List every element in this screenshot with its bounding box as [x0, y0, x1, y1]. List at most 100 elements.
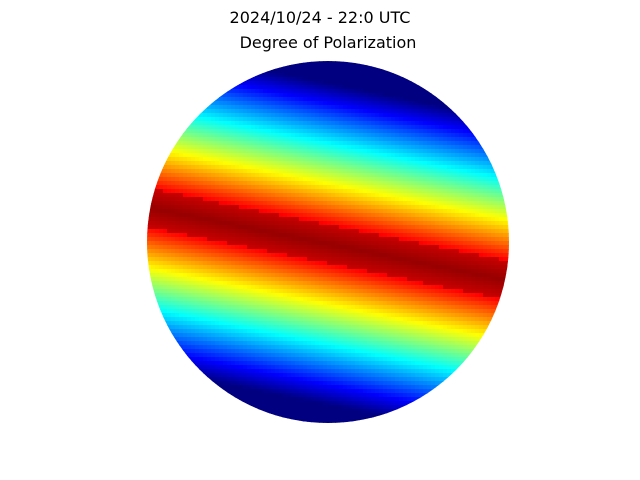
polarization-cell — [267, 241, 272, 246]
polarization-cell — [287, 93, 292, 98]
polarization-cell — [263, 305, 268, 310]
polarization-cell — [387, 309, 392, 314]
polarization-cell — [471, 185, 476, 190]
polarization-cell — [179, 229, 184, 234]
polarization-cell — [455, 265, 460, 270]
polarization-cell — [415, 241, 420, 246]
polarization-cell — [359, 109, 364, 114]
polarization-cell — [295, 101, 300, 106]
polarization-cell — [307, 149, 312, 154]
polarization-cell — [483, 225, 488, 230]
polarization-cell — [487, 157, 492, 162]
polarization-cell — [371, 177, 376, 182]
polarization-cell — [423, 121, 428, 126]
polarization-cell — [215, 145, 220, 150]
polarization-cell — [423, 213, 428, 218]
polarization-cell — [299, 233, 304, 238]
polarization-cell — [487, 301, 492, 306]
polarization-cell — [343, 133, 348, 138]
polarization-cell — [355, 93, 360, 98]
polarization-cell — [495, 241, 500, 246]
polarization-cell — [231, 173, 236, 178]
polarization-cell — [215, 209, 220, 214]
polarization-cell — [219, 257, 224, 262]
polarization-cell — [171, 149, 176, 154]
polarization-cell — [251, 205, 256, 210]
polarization-cell — [231, 309, 236, 314]
polarization-cell — [299, 209, 304, 214]
polarization-cell — [163, 153, 168, 158]
polarization-cell — [227, 229, 232, 234]
polarization-cell — [411, 89, 416, 94]
polarization-cell — [343, 241, 348, 246]
polarization-cell — [479, 213, 484, 218]
polarization-cell — [311, 281, 316, 286]
polarization-cell — [259, 265, 264, 270]
polarization-cell — [231, 85, 236, 90]
polarization-cell — [299, 189, 304, 194]
polarization-cell — [327, 213, 332, 218]
polarization-cell — [451, 205, 456, 210]
polarization-cell — [215, 185, 220, 190]
polarization-cell — [243, 141, 248, 146]
polarization-cell — [455, 173, 460, 178]
polarization-cell — [175, 209, 180, 214]
polarization-cell — [275, 125, 280, 130]
polarization-cell — [431, 201, 436, 206]
polarization-cell — [407, 181, 412, 186]
polarization-cell — [471, 233, 476, 238]
polarization-cell — [439, 285, 444, 290]
polarization-cell — [443, 101, 448, 106]
polarization-cell — [447, 305, 452, 310]
polarization-cell — [319, 181, 324, 186]
polarization-cell — [211, 121, 216, 126]
polarization-cell — [203, 177, 208, 182]
polarization-cell — [255, 81, 260, 86]
polarization-cell — [227, 261, 232, 266]
polarization-cell — [319, 161, 324, 166]
polarization-cell — [279, 205, 284, 210]
polarization-cell — [191, 165, 196, 170]
polarization-cell — [287, 313, 292, 318]
polarization-cell — [379, 153, 384, 158]
polarization-cell — [379, 189, 384, 194]
polarization-cell — [483, 197, 488, 202]
polarization-cell — [339, 253, 344, 258]
polarization-cell — [331, 285, 336, 290]
polarization-cell — [403, 233, 408, 238]
polarization-cell — [351, 185, 356, 190]
polarization-cell — [383, 285, 388, 290]
polarization-cell — [259, 261, 264, 266]
polarization-cell — [279, 117, 284, 122]
polarization-cell — [347, 257, 352, 262]
polarization-cell — [307, 181, 312, 186]
polarization-cell — [395, 165, 400, 170]
polarization-cell — [327, 189, 332, 194]
polarization-cell — [215, 297, 220, 302]
polarization-cell — [371, 237, 376, 242]
polarization-cell — [447, 233, 452, 238]
polarization-cell — [235, 85, 240, 90]
polarization-cell — [403, 141, 408, 146]
polarization-cell — [419, 117, 424, 122]
polarization-cell — [431, 305, 436, 310]
polarization-cell — [179, 157, 184, 162]
polarization-cell — [311, 285, 316, 290]
polarization-cell — [339, 97, 344, 102]
polarization-cell — [375, 169, 380, 174]
polarization-cell — [183, 253, 188, 258]
polarization-cell — [371, 113, 376, 118]
polarization-cell — [443, 97, 448, 102]
polarization-cell — [495, 169, 500, 174]
polarization-cell — [235, 121, 240, 126]
polarization-cell — [363, 213, 368, 218]
polarization-cell — [359, 197, 364, 202]
polarization-cell — [295, 217, 300, 222]
polarization-cell — [391, 133, 396, 138]
polarization-cell — [315, 309, 320, 314]
polarization-cell — [323, 165, 328, 170]
polarization-cell — [343, 61, 348, 66]
polarization-cell — [339, 249, 344, 254]
polarization-cell — [375, 197, 380, 202]
polarization-cell — [371, 281, 376, 286]
